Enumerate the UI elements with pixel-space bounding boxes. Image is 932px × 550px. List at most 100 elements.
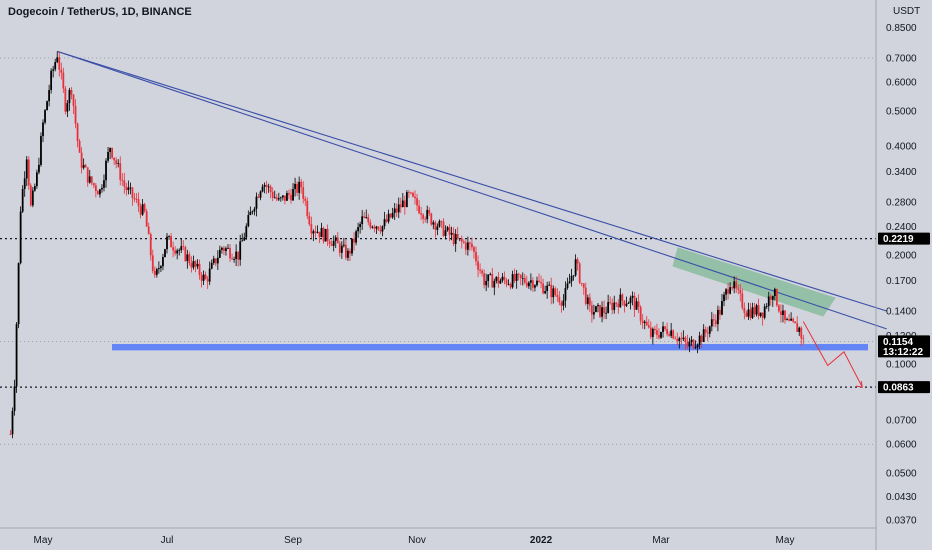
candle-body bbox=[590, 305, 593, 315]
candle-body bbox=[379, 229, 382, 232]
candle-body bbox=[511, 274, 514, 288]
candle-body bbox=[503, 276, 506, 280]
candle-body bbox=[109, 147, 111, 152]
candle-body bbox=[36, 172, 38, 187]
candle-body bbox=[166, 236, 168, 250]
candle-body bbox=[395, 208, 398, 213]
candle-body bbox=[649, 327, 652, 337]
candle-body bbox=[296, 183, 299, 193]
candle-body bbox=[466, 242, 469, 250]
candle-body bbox=[767, 296, 770, 307]
candle-body bbox=[422, 214, 425, 219]
candle-body bbox=[733, 281, 736, 289]
candle-body bbox=[629, 297, 632, 304]
candle-body bbox=[505, 279, 508, 285]
candle-body bbox=[497, 276, 500, 284]
candle-body bbox=[214, 258, 217, 264]
candle-body bbox=[225, 248, 227, 251]
candle-body bbox=[50, 70, 53, 91]
projection-path bbox=[802, 321, 863, 388]
candle-body bbox=[86, 167, 89, 183]
candle-body bbox=[153, 270, 156, 275]
candle-body bbox=[160, 266, 162, 269]
candle-body bbox=[517, 273, 520, 275]
candle-body bbox=[80, 152, 83, 168]
candle-body bbox=[710, 319, 713, 327]
candle-body bbox=[147, 226, 150, 235]
candle-body bbox=[696, 344, 699, 348]
candle-body bbox=[672, 330, 675, 339]
candle-body bbox=[623, 300, 626, 306]
trendlines bbox=[57, 50, 887, 330]
candle-body bbox=[229, 247, 231, 259]
candle-body bbox=[265, 184, 268, 187]
candle-body bbox=[182, 246, 185, 248]
candle-body bbox=[440, 221, 443, 222]
candle-body bbox=[56, 57, 59, 63]
price-axis[interactable]: 0.8500 0.7000 0.6000 0.5000 0.4000 0.3400 0.28… bbox=[875, 0, 930, 550]
candle-body bbox=[162, 257, 164, 267]
candle-body bbox=[25, 159, 28, 179]
candle-body bbox=[176, 250, 179, 254]
price-tick-label: 0.0600 bbox=[886, 440, 917, 451]
candle-body bbox=[342, 244, 345, 246]
candle-body bbox=[523, 277, 526, 283]
candle-body bbox=[336, 237, 339, 244]
candle-body bbox=[330, 244, 333, 246]
candle-body bbox=[651, 328, 654, 337]
candle-body bbox=[609, 302, 612, 303]
candle-body bbox=[21, 189, 24, 212]
candle-body bbox=[676, 339, 679, 342]
candle-body bbox=[101, 187, 103, 190]
candle-body bbox=[304, 198, 307, 201]
price-tick-label: 0.0370 bbox=[886, 516, 917, 527]
candle-body bbox=[731, 287, 734, 289]
candle-body bbox=[188, 254, 191, 264]
candle-body bbox=[460, 238, 463, 242]
candle-body bbox=[127, 187, 130, 191]
price-tick-label: 0.6000 bbox=[886, 78, 917, 89]
candle-body bbox=[538, 280, 540, 283]
candle-body bbox=[802, 338, 805, 340]
candle-body bbox=[564, 287, 567, 301]
candle-body bbox=[597, 304, 599, 307]
candle-body bbox=[790, 318, 792, 321]
projection-line bbox=[802, 321, 863, 388]
candle-body bbox=[739, 289, 742, 294]
candle-body bbox=[373, 226, 376, 229]
price-tick-label: 0.7000 bbox=[886, 54, 917, 65]
candle-body bbox=[60, 69, 63, 73]
candle-body bbox=[469, 242, 471, 244]
candle-body bbox=[464, 242, 467, 250]
candle-body bbox=[381, 226, 384, 232]
candle-body bbox=[792, 318, 795, 322]
candle-body bbox=[344, 244, 347, 258]
candle-body bbox=[54, 62, 57, 70]
candle-body bbox=[678, 338, 681, 342]
time-tick-label: May bbox=[776, 535, 795, 546]
candle-body bbox=[164, 249, 166, 258]
candle-body bbox=[759, 312, 762, 317]
candle-body bbox=[519, 274, 522, 279]
candle-body bbox=[450, 232, 453, 235]
candle-body bbox=[68, 89, 71, 104]
candle-body bbox=[141, 204, 144, 215]
candle-body bbox=[588, 297, 591, 306]
candle-body bbox=[430, 213, 433, 225]
candle-body bbox=[536, 280, 538, 286]
candle-body bbox=[593, 312, 595, 315]
candle-body bbox=[168, 236, 170, 237]
candle-body bbox=[670, 330, 673, 336]
candle-body bbox=[578, 263, 581, 283]
candle-body bbox=[477, 261, 479, 270]
candle-body bbox=[125, 186, 128, 191]
time-tick-label: 2022 bbox=[530, 535, 553, 546]
candle-body bbox=[263, 184, 266, 187]
candle-body bbox=[269, 186, 272, 193]
candle-body bbox=[288, 193, 290, 195]
time-axis[interactable]: May Jul Sep Nov 2022 Mar May bbox=[0, 527, 876, 546]
candle-body bbox=[796, 323, 799, 332]
candle-body bbox=[532, 280, 534, 288]
candle-body bbox=[359, 224, 362, 228]
